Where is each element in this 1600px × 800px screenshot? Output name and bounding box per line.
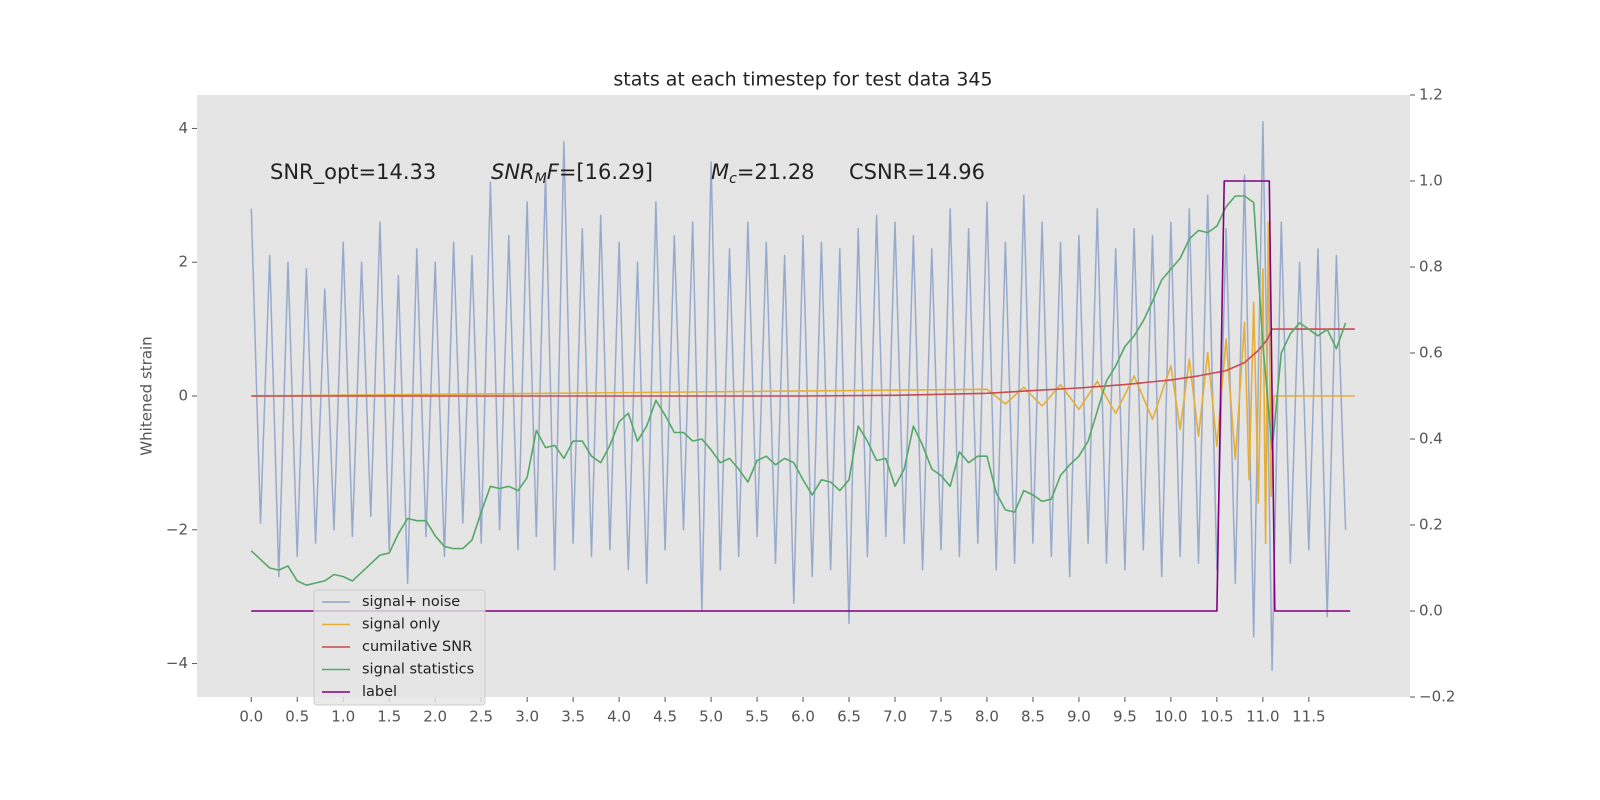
annotation-part: =[16.29] xyxy=(559,160,653,184)
x-tick-label: 8.0 xyxy=(975,708,999,726)
x-tick-label: 10.5 xyxy=(1200,708,1233,726)
axes: 0.0 0.5 1.0 1.5 2.0 2.5 3.0 3.5 4.0 4.5 5.0 5.5 6.0 6… xyxy=(166,86,1456,726)
y2-tick-label: 0.6 xyxy=(1419,344,1443,362)
y2-tick-label: 0.0 xyxy=(1419,602,1443,620)
x-tick-label: 0.5 xyxy=(285,708,309,726)
x-tick-label: 7.0 xyxy=(883,708,907,726)
legend-box xyxy=(313,589,486,706)
x-tick-label: 4.5 xyxy=(653,708,677,726)
legend-label: signal only xyxy=(362,617,441,633)
x-tick-label: 9.5 xyxy=(1113,708,1137,726)
legend-label: signal statistics xyxy=(362,662,474,678)
y-axis-label: Whitened strain xyxy=(138,336,156,455)
y2-tick-label: 1.0 xyxy=(1419,172,1443,190)
y-tick-label: −2 xyxy=(166,520,188,538)
y2-tick-label: 0.4 xyxy=(1419,430,1443,448)
annotation-part: F xyxy=(547,160,560,184)
x-tick-label: 6.0 xyxy=(791,708,815,726)
x-tick-label: 2.5 xyxy=(469,708,493,726)
marks xyxy=(250,121,1355,671)
y2-tick-label: 0.8 xyxy=(1419,258,1443,276)
series-line xyxy=(250,195,1347,586)
x-tick-label: 0.0 xyxy=(239,708,263,726)
y-tick-label: 2 xyxy=(178,253,188,271)
annotation-part: M xyxy=(711,160,729,184)
annotation: SNR_opt=14.33 xyxy=(270,160,436,185)
x-tick-label: 3.5 xyxy=(561,708,585,726)
x-tick-label: 11.5 xyxy=(1292,708,1325,726)
y2-tick-label: 0.2 xyxy=(1419,516,1443,534)
annotation-part: SNR xyxy=(491,160,535,184)
x-tick-label: 1.5 xyxy=(377,708,401,726)
series-line xyxy=(250,121,1347,671)
legend-label: signal+ noise xyxy=(362,594,460,610)
annotations: SNR_opt=14.33 SNRMF=[16.29] Mc=21.28 CSNR=1… xyxy=(270,160,985,187)
chart-title: stats at each timestep for test data 345 xyxy=(613,69,992,91)
legend-label: cumilative SNR xyxy=(362,639,472,655)
series-line xyxy=(251,328,1355,397)
x-tick-label: 1.0 xyxy=(331,708,355,726)
y-tick-label: 0 xyxy=(178,387,188,405)
series-line xyxy=(251,180,1351,612)
y2-tick-label: −0.2 xyxy=(1419,688,1455,706)
x-tick-label: 9.0 xyxy=(1067,708,1091,726)
annotation: Mc=21.28 xyxy=(711,160,815,187)
x-tick-label: 10.0 xyxy=(1154,708,1187,726)
x-tick-label: 5.5 xyxy=(745,708,769,726)
y-tick-label: 4 xyxy=(178,119,188,137)
x-tick-label: 2.0 xyxy=(423,708,447,726)
annotation-part: =21.28 xyxy=(737,160,815,184)
annotation-part: M xyxy=(535,171,547,187)
annotation-part: c xyxy=(729,171,737,187)
annotation-part: CSNR=14.96 xyxy=(849,160,985,184)
legend-label: label xyxy=(362,684,397,700)
annotation-part: SNR_opt=14.33 xyxy=(270,160,436,185)
x-tick-label: 11.0 xyxy=(1246,708,1279,726)
x-tick-label: 3.0 xyxy=(515,708,539,726)
x-tick-label: 6.5 xyxy=(837,708,861,726)
y-tick-label: −4 xyxy=(166,654,188,672)
x-tick-label: 7.5 xyxy=(929,708,953,726)
x-tick-label: 5.0 xyxy=(699,708,723,726)
x-tick-label: 8.5 xyxy=(1021,708,1045,726)
annotation: SNRMF=[16.29] xyxy=(491,160,653,187)
legend: signal+ noise signal only cumilative SNR si… xyxy=(313,589,486,706)
annotation: CSNR=14.96 xyxy=(849,160,985,184)
x-tick-label: 4.0 xyxy=(607,708,631,726)
y2-tick-label: 1.2 xyxy=(1419,86,1443,104)
